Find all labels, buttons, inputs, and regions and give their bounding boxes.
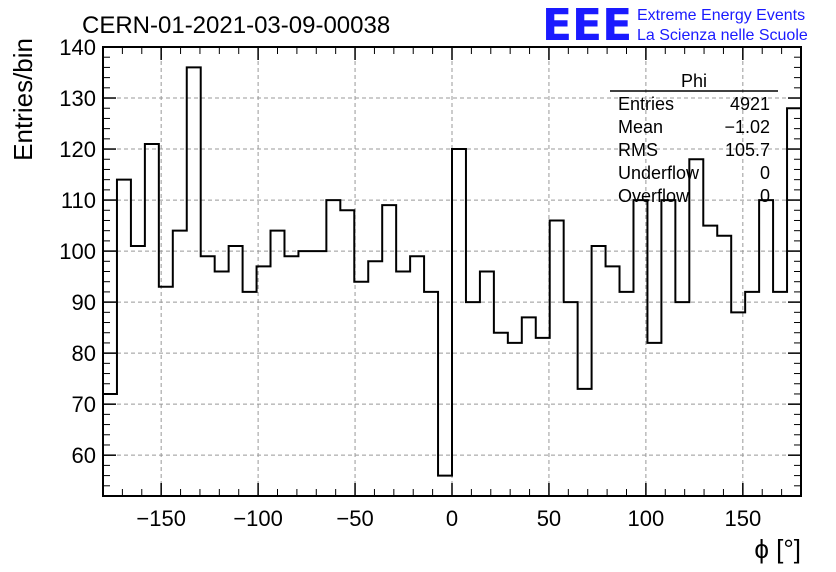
x-tick-label: 100 bbox=[628, 506, 665, 531]
x-tick-label: 150 bbox=[724, 506, 761, 531]
y-tick-label: 120 bbox=[59, 137, 96, 162]
stats-rms-label: RMS bbox=[618, 140, 658, 160]
x-tick-label: −50 bbox=[336, 506, 373, 531]
stats-entries-label: Entries bbox=[618, 94, 674, 114]
x-tick-label: 0 bbox=[446, 506, 458, 531]
stats-rms-value: 105.7 bbox=[725, 140, 770, 160]
y-tick-label: 60 bbox=[72, 443, 96, 468]
logo-line-1: Extreme Energy Events bbox=[637, 7, 805, 24]
stats-box: Phi Entries 4921 Mean −1.02 RMS 105.7 Un… bbox=[610, 71, 778, 206]
axis-ticks bbox=[102, 46, 802, 496]
x-axis-label: ϕ [°] bbox=[754, 534, 801, 564]
histogram-series bbox=[103, 66, 801, 477]
y-tick-label: 100 bbox=[59, 239, 96, 264]
stats-overflow-label: Overflow bbox=[618, 186, 690, 206]
eee-logo-text: EEE bbox=[542, 0, 632, 51]
stats-underflow-value: 0 bbox=[760, 163, 770, 183]
histogram-line bbox=[103, 66, 801, 477]
logo-line-2: La Scienza nelle Scuole bbox=[637, 27, 808, 44]
stats-title: Phi bbox=[681, 71, 707, 91]
x-tick-label: −150 bbox=[136, 506, 186, 531]
stats-overflow-value: 0 bbox=[760, 186, 770, 206]
x-tick-label: −100 bbox=[233, 506, 283, 531]
stats-underflow-label: Underflow bbox=[618, 163, 700, 183]
stats-mean-value: −1.02 bbox=[724, 117, 770, 137]
x-tick-label: 50 bbox=[537, 506, 561, 531]
y-tick-label: 70 bbox=[72, 392, 96, 417]
y-tick-label: 90 bbox=[72, 290, 96, 315]
eee-logo: EEE Extreme Energy Events La Scienza nel… bbox=[542, 0, 808, 51]
stats-entries-value: 4921 bbox=[730, 94, 770, 114]
y-tick-label: 80 bbox=[72, 341, 96, 366]
y-tick-label: 130 bbox=[59, 86, 96, 111]
y-tick-label: 110 bbox=[61, 188, 96, 213]
run-title: CERN-01-2021-03-09-00038 bbox=[82, 12, 390, 39]
tick-labels: −150 −100 −50 0 50 100 150 60 70 80 90 100 110 120 130… bbox=[59, 35, 761, 531]
y-axis-label: Entries/bin bbox=[8, 38, 38, 161]
stats-mean-label: Mean bbox=[618, 117, 663, 137]
y-tick-label: 140 bbox=[59, 35, 96, 60]
